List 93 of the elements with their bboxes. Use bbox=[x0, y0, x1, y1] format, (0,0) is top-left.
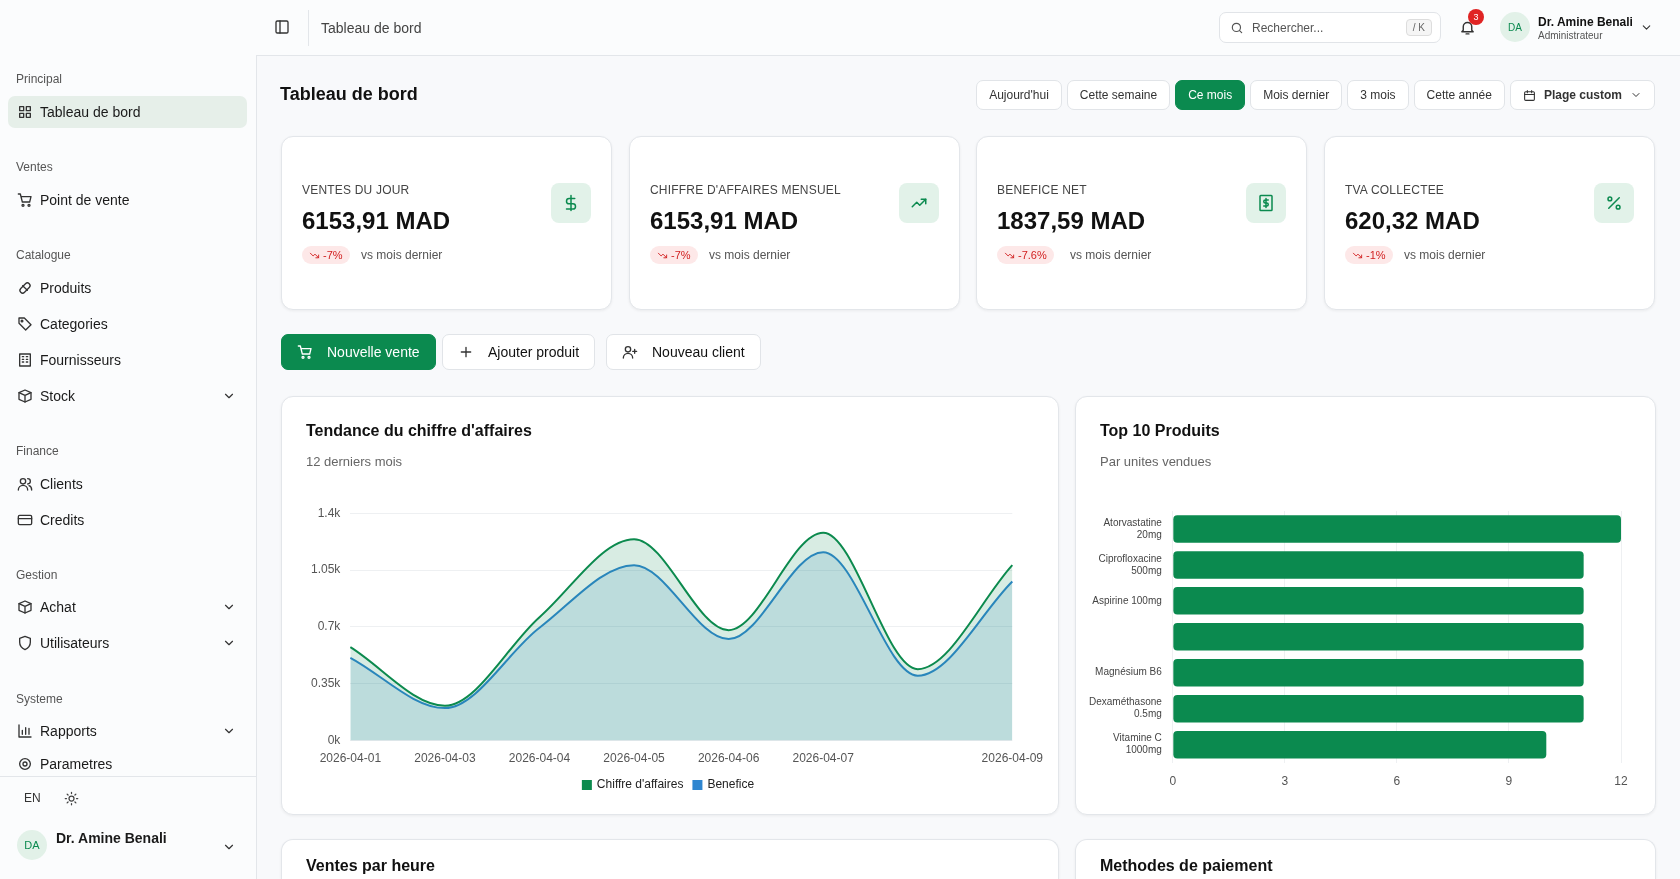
text: Stock bbox=[40, 388, 76, 404]
text: vs mois dernier bbox=[361, 248, 443, 262]
bar bbox=[1173, 551, 1584, 579]
text: -1% bbox=[1366, 249, 1386, 261]
text: BENEFICE NET bbox=[997, 183, 1087, 197]
y-tick-label: 1.05k bbox=[311, 562, 342, 577]
text: 6153,91 MAD bbox=[650, 207, 799, 235]
text: Nouvelle vente bbox=[327, 344, 420, 360]
text: Nouveau client bbox=[652, 344, 745, 360]
text: Cette année bbox=[1426, 88, 1492, 102]
text: Principal bbox=[16, 72, 63, 86]
bar bbox=[1173, 694, 1584, 723]
bar bbox=[1173, 515, 1621, 543]
text: Catalogue bbox=[16, 248, 71, 262]
text: Rechercher... bbox=[1252, 21, 1324, 35]
text: Achat bbox=[40, 599, 76, 615]
text: Parametres bbox=[40, 756, 113, 772]
text: Plage custom bbox=[1543, 88, 1622, 102]
text: 3 bbox=[1468, 9, 1484, 25]
text: Ce mois bbox=[1188, 88, 1233, 102]
bar bbox=[1173, 730, 1547, 759]
chart-subtitle: Par unites vendues bbox=[1100, 454, 1212, 469]
text: -7% bbox=[323, 249, 343, 261]
text: vs mois dernier bbox=[709, 248, 791, 262]
text: Credits bbox=[40, 512, 85, 528]
text: DA bbox=[17, 830, 47, 860]
text: vs mois dernier bbox=[1404, 248, 1486, 262]
text: / K bbox=[1405, 19, 1432, 36]
text: Fournisseurs bbox=[40, 352, 121, 368]
text: Administrateur bbox=[1538, 30, 1603, 41]
text: Ventes bbox=[16, 160, 53, 174]
x-tick-label: 3 bbox=[1281, 774, 1289, 789]
text: 6153,91 MAD bbox=[302, 207, 451, 235]
text: Cette semaine bbox=[1079, 88, 1158, 102]
y-tick-label: 0.7k bbox=[317, 619, 342, 634]
y-tick-label: Ciprofloxacine 500mg bbox=[1098, 552, 1163, 576]
text: 1837,59 MAD bbox=[997, 207, 1146, 235]
y-tick-label: Dexaméthasone 0.5mg bbox=[1088, 696, 1163, 720]
y-tick-label: Aspirine 100mg bbox=[1092, 594, 1162, 606]
chart-subtitle: 12 derniers mois bbox=[306, 454, 403, 469]
x-tick-label: 2026-04-04 bbox=[508, 751, 571, 766]
x-tick-label: 2026-04-06 bbox=[697, 751, 760, 766]
x-tick-label: 0 bbox=[1169, 774, 1177, 789]
text: Gestion bbox=[16, 568, 58, 582]
text: Utilisateurs bbox=[40, 635, 110, 651]
text: Dr. Amine Benali bbox=[1538, 15, 1633, 29]
y-tick-label: 0k bbox=[327, 732, 342, 747]
y-tick-label: Atorvastatine 20mg bbox=[1103, 516, 1163, 540]
y-tick-label: Magnésium B6 bbox=[1095, 666, 1163, 678]
text: Methodes de paiement bbox=[1100, 857, 1273, 875]
text: Ventes par heure bbox=[306, 857, 435, 875]
bar bbox=[1173, 659, 1584, 687]
text: EN bbox=[24, 791, 41, 805]
y-tick-label: Vitamine C 1000mg bbox=[1113, 732, 1162, 756]
x-tick-label: 6 bbox=[1393, 774, 1401, 789]
text: 3 mois bbox=[1360, 88, 1396, 102]
text: Tableau de bord bbox=[280, 84, 418, 105]
y-tick-label: 0.35k bbox=[311, 676, 342, 691]
text: Tableau de bord bbox=[40, 104, 141, 120]
text: Categories bbox=[40, 316, 108, 332]
x-tick-label: 2026-04-07 bbox=[792, 751, 855, 766]
x-tick-label: 2026-04-09 bbox=[981, 751, 1044, 766]
x-tick-label: 12 bbox=[1614, 774, 1628, 789]
text: Produits bbox=[40, 280, 92, 296]
legend-label: Benefice bbox=[707, 777, 755, 792]
text: Clients bbox=[40, 476, 83, 492]
text: 620,32 MAD bbox=[1345, 207, 1480, 235]
text: VENTES DU JOUR bbox=[302, 183, 410, 197]
x-tick-label: 2026-04-01 bbox=[319, 751, 382, 766]
bar bbox=[1173, 587, 1584, 615]
text: CHIFFRE D'AFFAIRES MENSUEL bbox=[650, 183, 841, 197]
text: -7.6% bbox=[1018, 249, 1047, 261]
y-tick-label: 1.4k bbox=[317, 505, 342, 520]
text: TVA COLLECTEE bbox=[1345, 183, 1445, 197]
text: Point de vente bbox=[40, 192, 130, 208]
text: Finance bbox=[16, 444, 59, 458]
text: Ajouter produit bbox=[488, 344, 580, 360]
chart-title: Top 10 Produits bbox=[1100, 422, 1220, 440]
legend-label: Chiffre d'affaires bbox=[596, 777, 684, 792]
text: vs mois dernier bbox=[1070, 248, 1152, 262]
text: Dr. Amine Benali bbox=[56, 830, 167, 846]
x-tick-label: 2026-04-05 bbox=[603, 751, 666, 766]
x-tick-label: 2026-04-03 bbox=[414, 751, 476, 766]
text: -7% bbox=[671, 249, 691, 261]
bar bbox=[1173, 623, 1584, 651]
text: Rapports bbox=[40, 723, 97, 739]
text: Systeme bbox=[16, 692, 63, 706]
text: Tableau de bord bbox=[321, 20, 422, 36]
text: Mois dernier bbox=[1263, 88, 1330, 102]
x-tick-label: 9 bbox=[1505, 774, 1513, 789]
text: Aujourd'hui bbox=[989, 88, 1049, 102]
chart-title: Tendance du chiffre d'affaires bbox=[306, 422, 532, 440]
text: DA bbox=[1500, 12, 1530, 42]
